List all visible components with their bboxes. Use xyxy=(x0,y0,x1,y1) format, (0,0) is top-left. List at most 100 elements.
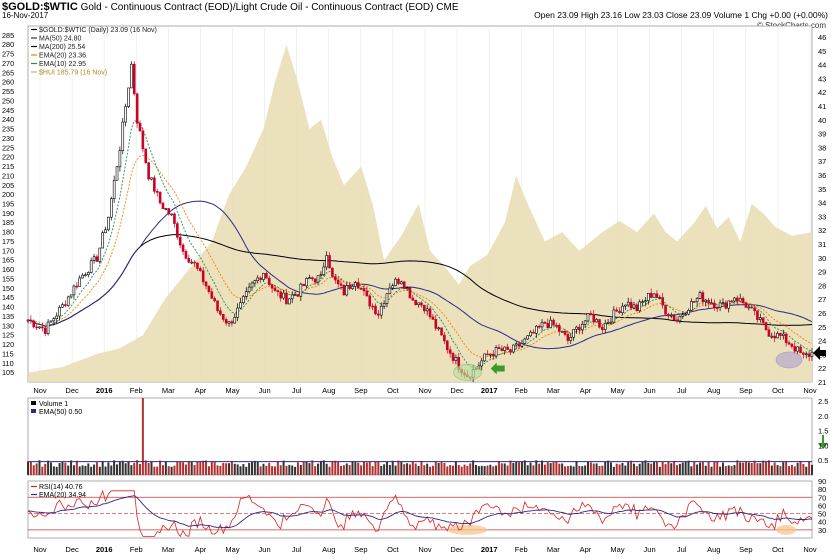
price-candle-body xyxy=(184,251,188,259)
price-candle-body xyxy=(669,314,673,317)
volume-bar xyxy=(101,460,104,475)
price-candle-body xyxy=(629,301,633,309)
rsi-month-label: Dec xyxy=(65,545,79,554)
rsi-orange-highlight-2 xyxy=(776,524,797,535)
left-axis-tick: 265 xyxy=(2,68,14,77)
volume-bar xyxy=(87,463,90,475)
price-candle-body xyxy=(718,302,722,308)
volume-bar xyxy=(446,466,449,475)
volume-bar xyxy=(285,465,288,475)
price-month-label: Feb xyxy=(515,386,528,395)
price-candle-body xyxy=(239,302,242,309)
price-candle-body xyxy=(43,327,47,334)
price-candle-body xyxy=(807,353,811,357)
price-candle-body xyxy=(362,288,366,292)
price-candle-body xyxy=(328,255,331,269)
price-candle-body xyxy=(776,332,779,339)
volume-bar xyxy=(363,461,365,475)
volume-bar xyxy=(776,465,779,475)
volume-bar xyxy=(265,465,268,475)
price-candle-body xyxy=(400,281,403,285)
rsi-orange-highlight-1 xyxy=(447,524,488,535)
price-candle-body xyxy=(322,266,326,275)
price-candle-body xyxy=(503,346,507,351)
rsi-month-label: Apr xyxy=(195,545,207,554)
volume-bar xyxy=(506,465,509,475)
price-candle-body xyxy=(397,278,400,285)
volume-bar xyxy=(592,463,595,475)
price-month-label: Mar xyxy=(547,386,560,395)
volume-bar xyxy=(302,461,305,475)
price-month-label: Sep xyxy=(739,386,752,395)
price-candle-body xyxy=(359,288,363,290)
price-candle-body xyxy=(368,295,372,307)
volume-bar xyxy=(205,460,208,475)
left-axis-tick: 195 xyxy=(2,200,14,209)
price-candle-body xyxy=(741,298,745,304)
volume-bar xyxy=(724,466,727,475)
left-axis-tick: 245 xyxy=(2,106,14,115)
volume-bar xyxy=(543,464,546,475)
price-month-label: Oct xyxy=(387,386,400,395)
price-candle-body xyxy=(265,273,268,279)
volume-bar xyxy=(47,460,50,475)
volume-bar xyxy=(400,461,403,475)
price-candle-body xyxy=(224,319,228,324)
rsi-month-label: Feb xyxy=(515,545,528,554)
volume-bar xyxy=(251,461,253,475)
volume-bar xyxy=(81,465,84,475)
price-candle-body xyxy=(104,229,107,234)
hui-area xyxy=(28,44,812,382)
volume-bar xyxy=(75,460,78,475)
price-candle-body xyxy=(181,244,185,252)
right-axis-tick: 21 xyxy=(818,378,826,387)
rsi-axis-tick: 90 xyxy=(818,477,826,486)
volume-bar xyxy=(371,466,374,475)
volume-bar xyxy=(253,460,256,475)
volume-bar xyxy=(426,463,429,475)
volume-bar xyxy=(604,461,607,475)
volume-bar xyxy=(653,462,656,475)
price-candle-body xyxy=(69,294,73,298)
right-axis-tick: 23 xyxy=(818,350,826,359)
price-month-label: May xyxy=(225,386,239,395)
volume-bar xyxy=(136,460,139,475)
right-axis-tick: 30 xyxy=(818,254,826,263)
volume-bar xyxy=(319,460,322,475)
right-axis-tick: 25 xyxy=(818,323,826,332)
price-candle-body xyxy=(61,304,64,308)
price-candle-body xyxy=(333,276,337,281)
price-candle-body xyxy=(219,310,222,315)
volume-bar xyxy=(308,463,311,475)
volume-bar xyxy=(331,461,334,475)
price-candle-body xyxy=(299,283,303,297)
price-candle-body xyxy=(348,285,351,289)
price-candle-body xyxy=(325,255,328,268)
price-candle-body xyxy=(549,319,552,329)
price-candle-body xyxy=(267,277,271,286)
volume-bar xyxy=(420,460,423,475)
volume-bar xyxy=(601,465,604,475)
volume-bar xyxy=(118,462,121,475)
volume-bar xyxy=(713,461,716,475)
left-axis-tick: 120 xyxy=(2,340,14,349)
volume-bar xyxy=(124,463,127,475)
price-candle-body xyxy=(417,302,420,306)
price-candle-body xyxy=(345,285,349,296)
volume-bar xyxy=(607,460,610,475)
rsi-month-label: Aug xyxy=(707,545,720,554)
volume-bar xyxy=(44,463,47,475)
price-candle-body xyxy=(316,275,320,283)
price-candle-body xyxy=(118,150,122,168)
right-axis-tick: 29 xyxy=(818,268,826,277)
price-candle-body xyxy=(405,287,409,289)
left-axis-tick: 240 xyxy=(2,115,14,124)
price-candle-body xyxy=(374,305,377,315)
volume-bar xyxy=(575,460,578,475)
volume-bar xyxy=(305,461,308,475)
ema20-line xyxy=(27,154,813,358)
volume-bar xyxy=(497,461,500,475)
rsi-month-label: 2016 xyxy=(96,545,113,554)
price-candle-body xyxy=(411,297,415,301)
volume-bar xyxy=(408,464,411,475)
